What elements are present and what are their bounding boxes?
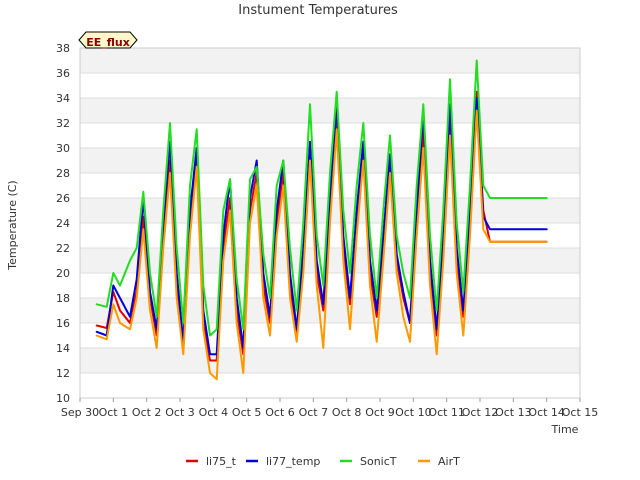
annotation-text: EE_flux: [86, 36, 130, 49]
background-band: [80, 248, 580, 273]
x-tick-label: Oct 7: [299, 406, 329, 419]
x-tick-label: Oct 1: [99, 406, 129, 419]
background-band: [80, 98, 580, 123]
background-band: [80, 323, 580, 348]
legend-label: AirT: [438, 455, 460, 468]
background-band: [80, 73, 580, 98]
x-tick-label: Oct 6: [265, 406, 295, 419]
y-tick-label: 12: [56, 367, 70, 380]
y-tick-label: 26: [56, 192, 70, 205]
background-band: [80, 123, 580, 148]
x-tick-label: Oct 4: [199, 406, 229, 419]
y-tick-label: 20: [56, 267, 70, 280]
y-tick-label: 38: [56, 42, 70, 55]
series-line-sonict: [95, 59, 548, 337]
x-tick-label: Sep 30: [61, 406, 99, 419]
x-tick-label: Oct 3: [165, 406, 195, 419]
series-layer: [95, 59, 548, 381]
background-band: [80, 348, 580, 373]
x-tick-label: Oct 15: [562, 406, 599, 419]
background-band: [80, 273, 580, 298]
x-tick-label: Oct 2: [132, 406, 162, 419]
y-tick-label: 30: [56, 142, 70, 155]
legend-label: li77_temp: [266, 455, 320, 468]
y-tick-label: 32: [56, 117, 70, 130]
plot-frame: [79, 47, 581, 399]
y-tick-label: 14: [56, 342, 70, 355]
y-tick-label: 28: [56, 167, 70, 180]
y-tick-label: 10: [56, 392, 70, 405]
y-axis-ticks: 10 12 14 16 18 20 22 24 26 28 30 32 34 36 38: [56, 42, 70, 405]
x-tick-label: Oct 12: [462, 406, 499, 419]
x-tick-label: Oct 5: [232, 406, 262, 419]
y-tick-label: 18: [56, 292, 70, 305]
legend: li75_t li77_temp SonicT AirT: [186, 455, 460, 468]
y-tick-label: 34: [56, 92, 70, 105]
y-tick-label: 16: [56, 317, 70, 330]
x-tick-label: Oct 9: [365, 406, 395, 419]
background-band: [80, 298, 580, 323]
y-tick-label: 36: [56, 67, 70, 80]
x-tick-label: Oct 14: [528, 406, 565, 419]
x-tick-label: Oct 8: [332, 406, 362, 419]
background-band: [80, 48, 580, 73]
x-tick-label: Oct 11: [428, 406, 465, 419]
y-tick-label: 24: [56, 217, 70, 230]
x-tick-label: Oct 13: [495, 406, 532, 419]
legend-label: li75_t: [206, 455, 237, 468]
y-tick-label: 22: [56, 242, 70, 255]
x-axis-ticks: Sep 30 Oct 1 Oct 2 Oct 3 Oct 4 Oct 5 Oct 6 Oct …: [61, 398, 598, 419]
background-band: [80, 373, 580, 398]
legend-label: SonicT: [360, 455, 397, 468]
y-axis-label: Temperature (C): [6, 180, 19, 270]
series-line-airt: [95, 109, 548, 381]
chart-title: Instument Temperatures: [238, 3, 398, 18]
x-tick-label: Oct 10: [395, 406, 432, 419]
annotation-box: EE_flux: [78, 31, 138, 49]
x-axis-label: Time: [551, 423, 579, 436]
